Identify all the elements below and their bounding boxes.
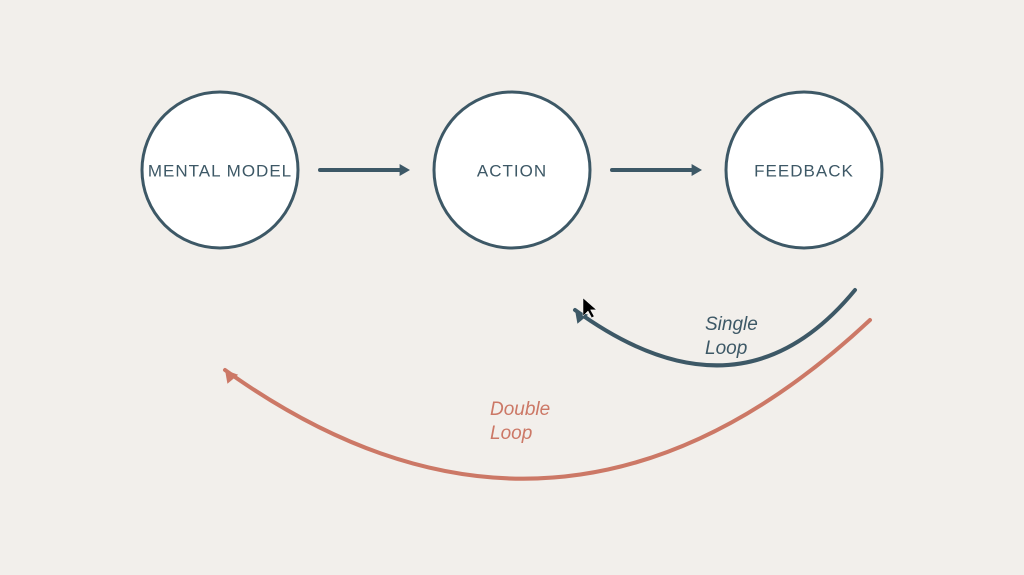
single-loop-label-2: Loop bbox=[705, 338, 747, 359]
node-action-label: ACTION bbox=[477, 161, 547, 180]
diagram-canvas: Single Loop Double Loop MENTAL MODEL ACTION F… bbox=[0, 0, 1024, 575]
node-mental-model: MENTAL MODEL bbox=[142, 92, 298, 248]
background bbox=[0, 0, 1024, 575]
node-feedback: FEEDBACK bbox=[726, 92, 882, 248]
node-action: ACTION bbox=[434, 92, 590, 248]
node-mental-model-label: MENTAL MODEL bbox=[148, 161, 292, 180]
single-loop-label-1: Single bbox=[705, 314, 758, 335]
diagram-svg: Single Loop Double Loop MENTAL MODEL ACTION F… bbox=[0, 0, 1024, 575]
double-loop-label-2: Loop bbox=[490, 423, 532, 444]
double-loop-label-1: Double bbox=[490, 399, 550, 420]
node-feedback-label: FEEDBACK bbox=[754, 161, 854, 180]
